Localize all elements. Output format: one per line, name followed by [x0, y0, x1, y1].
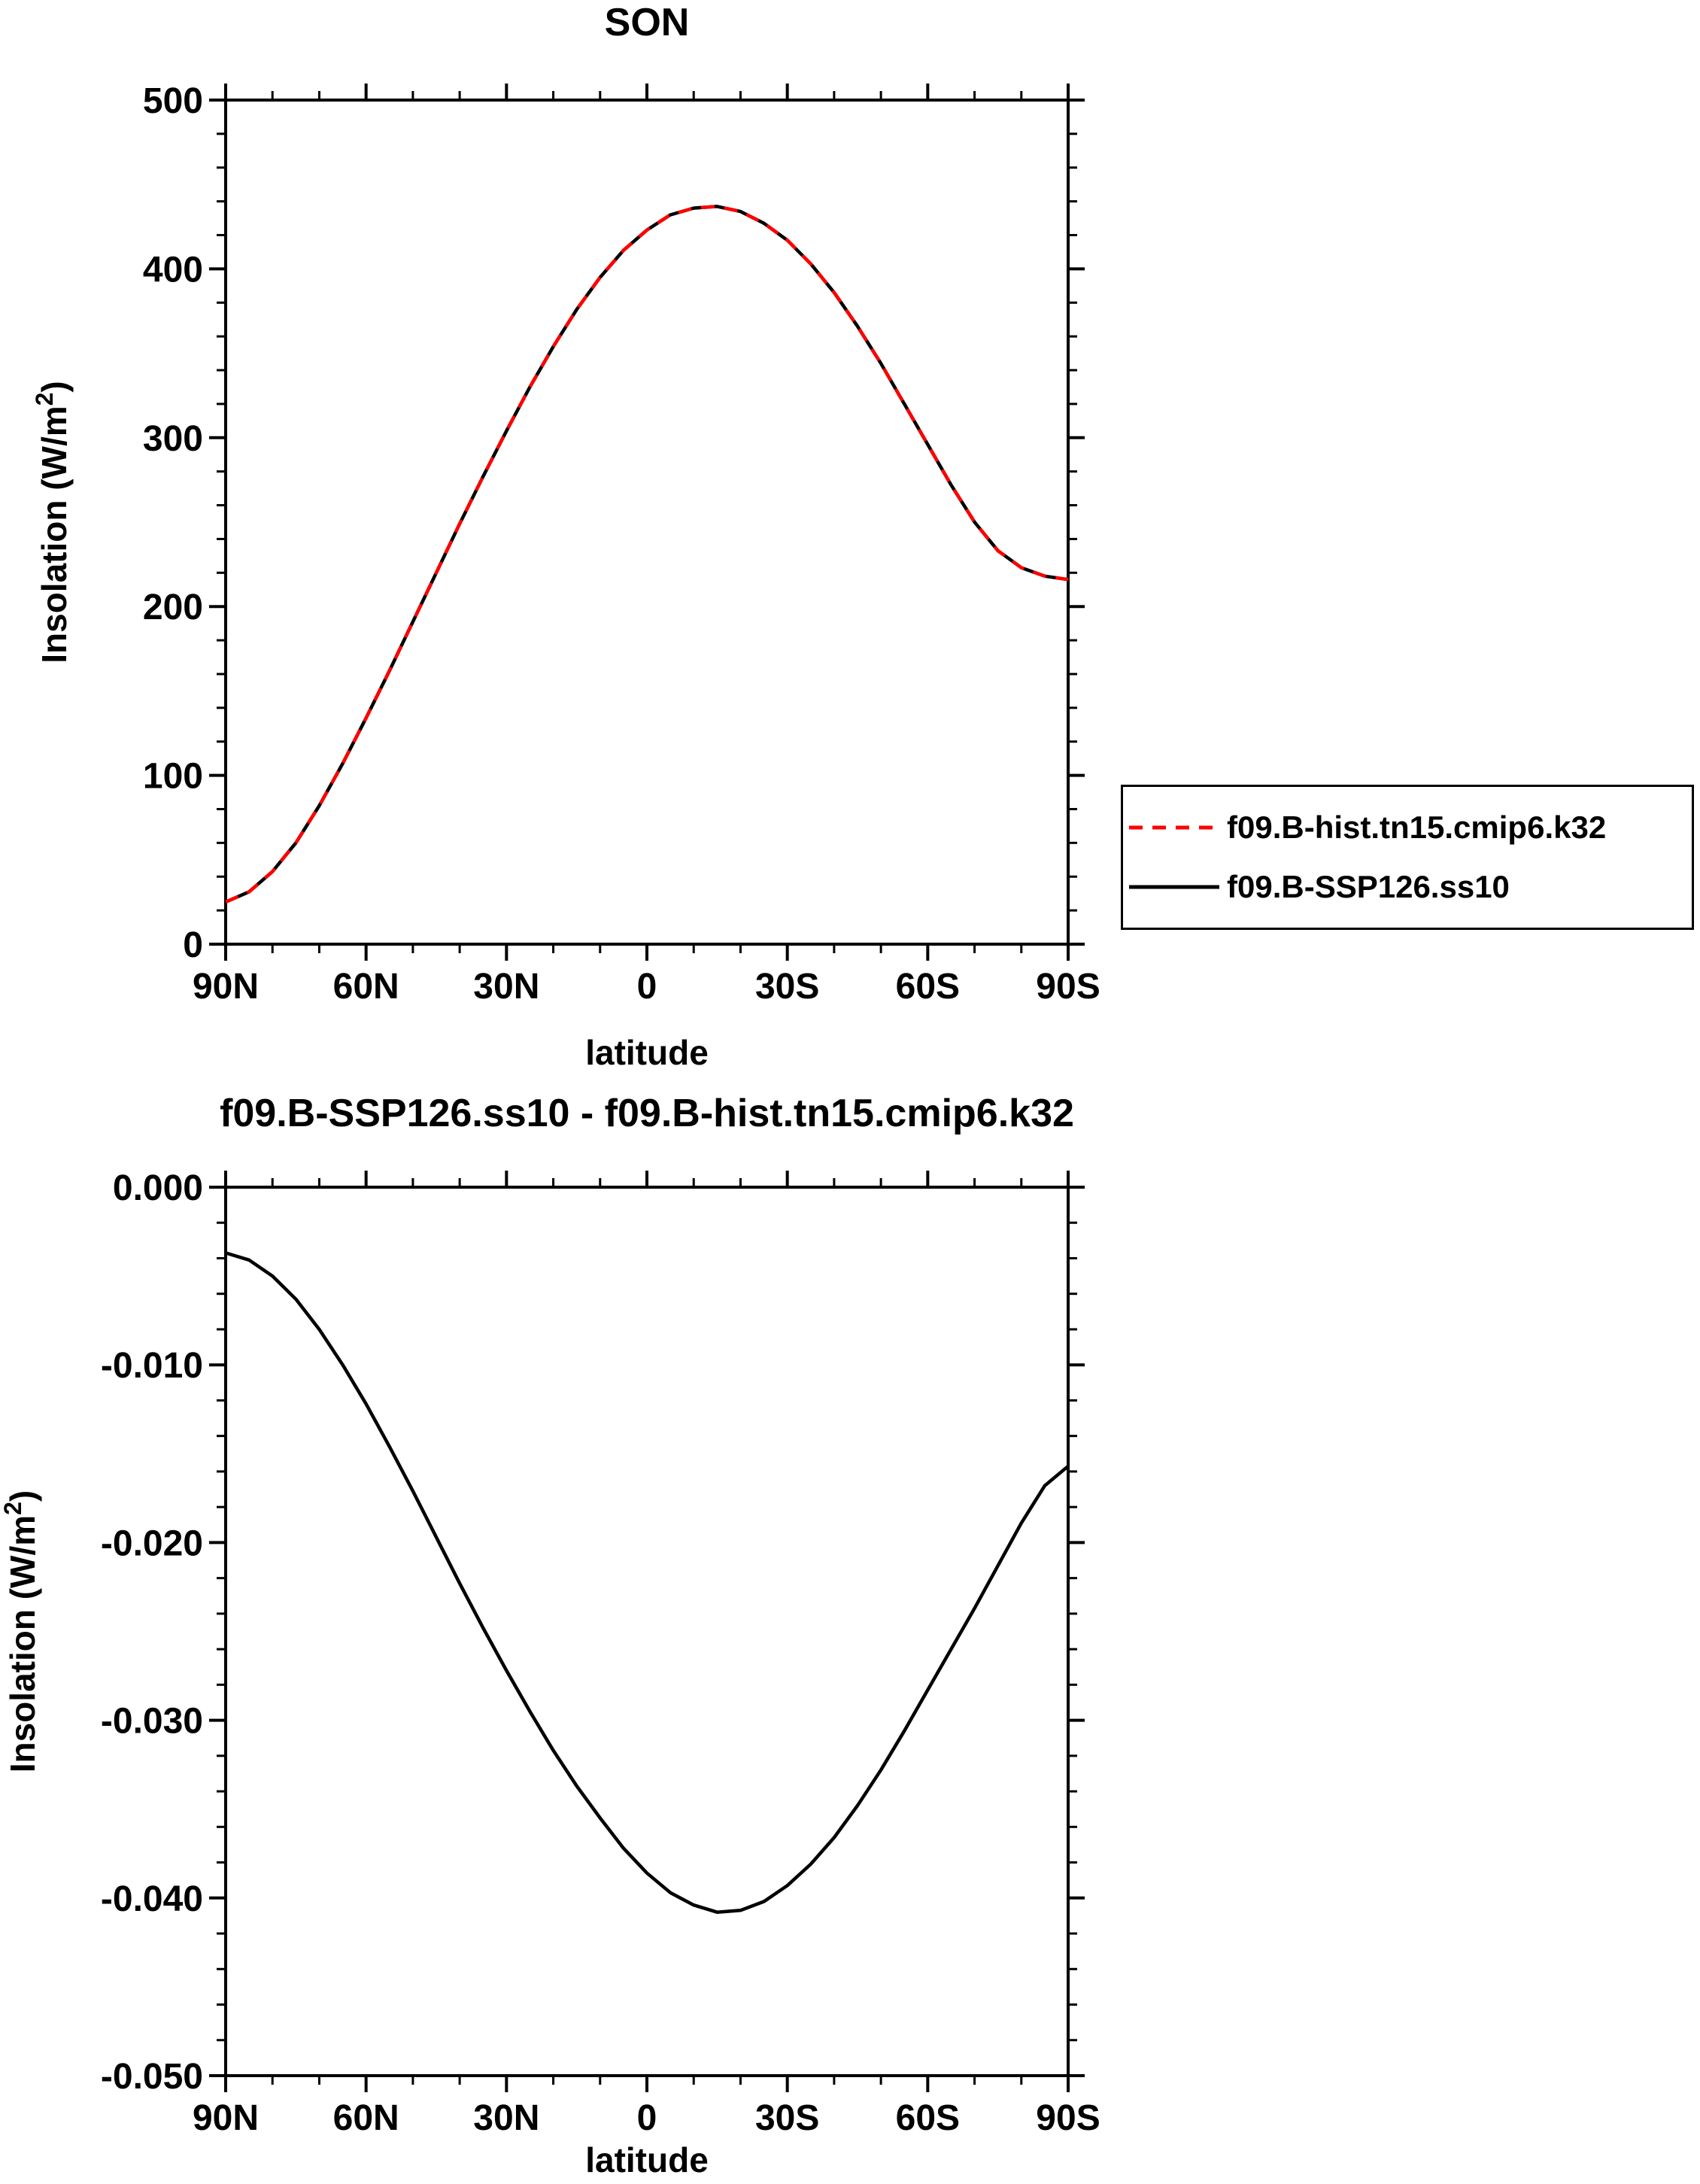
legend: f09.B-hist.tn15.cmip6.k32 f09.B-SSP126.s…: [1121, 785, 1694, 930]
series-line-f09.B-SSP126.ss10: [225, 205, 1069, 904]
legend-label-ssp: f09.B-SSP126.ss10: [1227, 868, 1510, 904]
y-tick-label: -0.040: [101, 1879, 203, 1919]
x-tick-label: 60S: [896, 967, 960, 1007]
x-tick-label: 90S: [1036, 967, 1100, 1007]
bottom-chart-title: f09.B-SSP126.ss10 - f09.B-hist.tn15.cmip…: [220, 1092, 1074, 1135]
x-tick-label: 90S: [1036, 2098, 1100, 2138]
x-tick-label: 0: [637, 2098, 657, 2138]
y-tick-label: 100: [143, 757, 203, 797]
y-tick-label: 300: [143, 419, 203, 459]
x-tick-label: 30S: [755, 2098, 819, 2138]
x-tick-label: 0: [637, 967, 657, 1007]
y-tick-label: 200: [143, 588, 203, 627]
y-tick-label: -0.020: [101, 1523, 203, 1563]
x-tick-label: 60N: [333, 2098, 399, 2138]
x-tick-label: 30S: [755, 967, 819, 1007]
x-tick-label: 90N: [193, 2098, 259, 2138]
series-line-f09.B-hist.tn15.cmip6.k32: [225, 205, 1069, 904]
y-axis-label: Insolation (W/m2): [0, 1490, 42, 1773]
y-tick-label: 0.000: [113, 1168, 203, 1208]
bottom-chart-xlabel: latitude: [585, 2140, 709, 2179]
y-tick-label: -0.030: [101, 1702, 203, 1742]
legend-label-hist: f09.B-hist.tn15.cmip6.k32: [1227, 810, 1607, 846]
top-chart-xlabel: latitude: [585, 1033, 709, 1072]
x-tick-label: 30N: [473, 2098, 539, 2138]
y-axis-label: Insolation (W/m2): [31, 381, 74, 664]
y-tick-label: 400: [143, 250, 203, 290]
legend-entry-hist: f09.B-hist.tn15.cmip6.k32: [1129, 810, 1692, 846]
y-tick-label: 0: [183, 925, 203, 965]
legend-line-dashed-red-icon: [1129, 825, 1219, 830]
y-tick-label: -0.050: [101, 2057, 203, 2097]
legend-line-solid-black-icon: [1129, 885, 1219, 889]
x-tick-label: 90N: [193, 967, 259, 1007]
x-tick-label: 60S: [896, 2098, 960, 2138]
plot-box: [224, 1186, 1070, 2077]
plot-box: [224, 99, 1070, 946]
x-tick-label: 30N: [473, 967, 539, 1007]
y-tick-label: -0.010: [101, 1346, 203, 1386]
series-line-f09.B-SSP126.ss10 - f09.B-hist.tn15.cmip6.k32: [225, 1251, 1070, 1914]
top-chart-title: SON: [604, 1, 690, 44]
y-tick-label: 500: [143, 81, 203, 121]
legend-entry-ssp: f09.B-SSP126.ss10: [1129, 869, 1692, 905]
x-tick-label: 60N: [333, 967, 399, 1007]
